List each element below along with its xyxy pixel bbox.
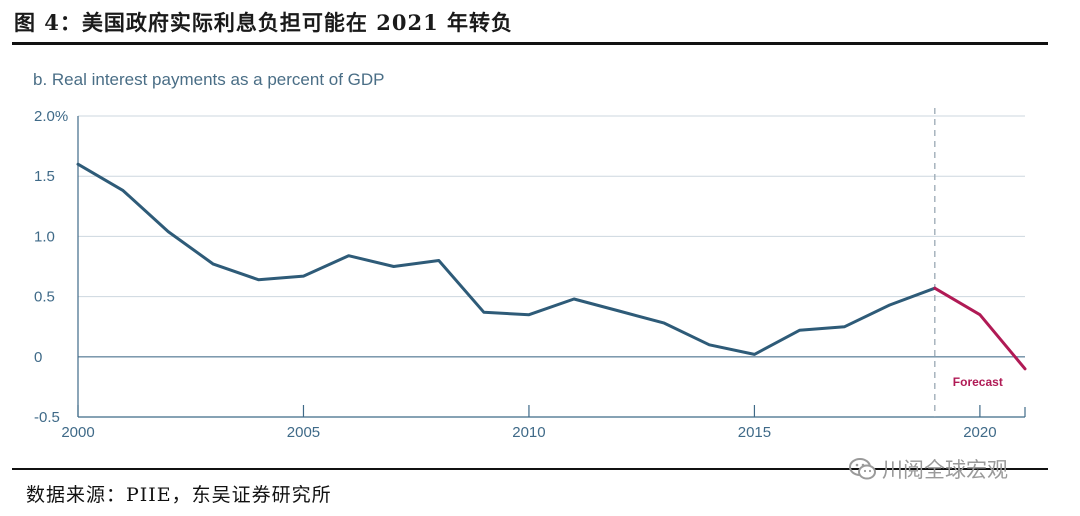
x-tick-label: 2010	[512, 424, 545, 441]
top-rule	[12, 42, 1048, 45]
line-chart: b. Real interest payments as a percent o…	[33, 70, 1027, 441]
y-tick-label: 0	[34, 349, 42, 366]
wechat-icon	[849, 458, 876, 480]
history-series-line	[76, 162, 937, 356]
y-tick-label: -0.5	[34, 409, 60, 426]
y-tick-label: 2.0%	[34, 108, 68, 125]
x-tick-label: 2015	[738, 424, 771, 441]
figure-title: 图 4：美国政府实际利息负担可能在 2021 年转负	[14, 10, 513, 35]
chart-subtitle: b. Real interest payments as a percent o…	[33, 70, 385, 89]
label-layer: -0.5 0 0.5 1.0 1.5 2.0% 2000 2005 2010 2015 2020 Fo…	[34, 108, 1003, 441]
bottom-rule	[12, 468, 1048, 470]
y-tick-label: 1.5	[34, 168, 55, 185]
x-tick-label: 2020	[963, 424, 996, 441]
watermark-text: 川阅全球宏观	[882, 458, 1008, 482]
line-layer	[76, 162, 1027, 371]
y-tick-label: 0.5	[34, 289, 55, 306]
axis-layer	[77, 108, 1026, 418]
forecast-series-line	[933, 286, 1027, 371]
forecast-label: Forecast	[953, 375, 1003, 389]
x-tick-label: 2000	[61, 424, 94, 441]
source-note: 数据来源：PIIE，东吴证券研究所	[26, 484, 332, 506]
y-tick-label: 1.0	[34, 228, 55, 245]
watermark: 川阅全球宏观	[848, 454, 1008, 484]
x-tick-label: 2005	[287, 424, 320, 441]
